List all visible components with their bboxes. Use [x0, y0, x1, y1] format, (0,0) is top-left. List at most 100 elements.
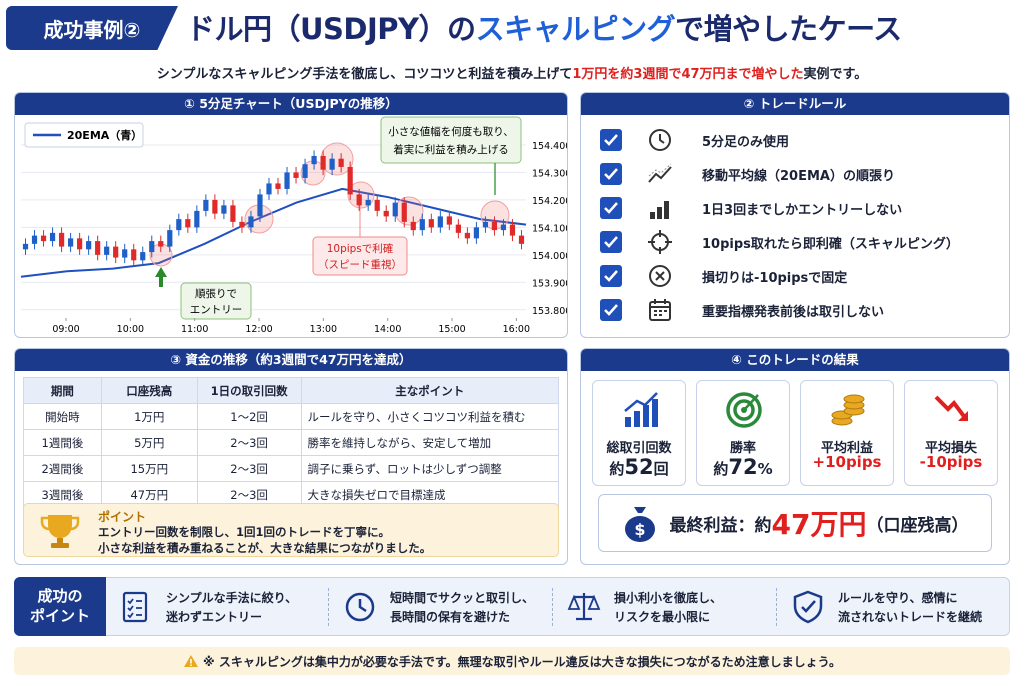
rule-icon: [649, 129, 671, 151]
card-value-post: 回: [653, 460, 669, 478]
divider: [776, 588, 777, 626]
rule-text: 5分足のみ使用: [702, 134, 790, 150]
checkbox: [600, 129, 622, 151]
divider: [328, 588, 329, 626]
point-icon: [567, 593, 601, 621]
candle-body: [221, 205, 227, 214]
column-header: 1日の取引回数: [196, 377, 302, 404]
subtitle-part: 実例です。: [803, 67, 868, 82]
candle-body: [410, 221, 416, 231]
point-line: 損小利小を徹底し、: [614, 591, 723, 605]
candle-body: [455, 224, 461, 233]
candle-body: [509, 224, 516, 236]
warning-icon: [184, 655, 199, 667]
point-title: ポイント: [98, 510, 147, 524]
candle-body: [428, 219, 434, 228]
rule-row: 1日3回までしかエントリーしない: [600, 194, 902, 222]
card-value: 約72%: [697, 455, 789, 479]
footer-note: ※ スキャルピングは集中力が必要な手法です。無理な取引やルール違反は大きな損失に…: [203, 654, 841, 669]
title-part: ドル円（USDJPY）の: [186, 12, 476, 46]
checkbox: [600, 265, 622, 287]
candle-body: [248, 216, 254, 228]
card-icon: [624, 392, 658, 427]
table-row: 開始時 1万円 1〜2回 ルールを守り、小さくコツコツ利益を積む: [23, 403, 559, 430]
candle-body: [347, 166, 353, 195]
card-icon: [831, 394, 865, 426]
x-tick-label: 14:00: [374, 324, 401, 335]
card-value: +10pips: [812, 453, 882, 471]
legend-label: 20EMA（青）: [67, 128, 142, 142]
point-line: 迷わずエントリー: [166, 610, 263, 624]
rule-icon: [649, 265, 671, 287]
candle-body: [275, 183, 281, 189]
column-header: 口座残高: [100, 377, 198, 404]
candle-body: [473, 227, 480, 239]
annotation: エントリー: [190, 304, 243, 316]
result-card: 平均利益 +10pips: [800, 380, 894, 486]
card-value-pre: 約: [609, 460, 625, 478]
candle-body: [419, 219, 425, 231]
table-row: 2週間後 15万円 2〜3回 調子に乗らず、ロットは少しずつ調整: [23, 455, 559, 482]
card-value-num: 52: [624, 455, 654, 479]
candle-body: [374, 199, 380, 211]
candle-body: [401, 202, 407, 222]
point-icon: [793, 590, 823, 624]
x-tick-label: 16:00: [503, 324, 530, 335]
candle-body: [58, 232, 65, 247]
candle-body: [293, 172, 299, 178]
point-line: 小さな利益を積み重ねることが、大きな結果につながりました。: [98, 541, 432, 555]
point-icon: [122, 591, 148, 623]
candle-body: [149, 241, 155, 253]
point-box: ポイント エントリー回数を制限し、1回1回のトレードを丁寧に。 小さな利益を積み…: [23, 503, 559, 557]
candle-body: [464, 232, 470, 239]
x-tick-label: 11:00: [181, 324, 208, 335]
footer: ※ スキャルピングは集中力が必要な手法です。無理な取引やルール違反は大きな損失に…: [14, 647, 1010, 675]
chart-panel: ① 5分足チャート（USDJPYの推移） 20EMA（青） 小さな値幅を何度も取…: [14, 92, 568, 338]
title-part: で増やしたケース: [675, 12, 902, 46]
candle-body: [320, 155, 326, 170]
annotation: （スピード重視）: [318, 258, 402, 271]
table-cell: 1〜2回: [196, 403, 302, 430]
chart: 20EMA（青） 小さな値幅を何度も取り、 着実に利益を積み上げる 10pips…: [20, 116, 567, 335]
table-cell: 1週間後: [23, 429, 102, 456]
rule-text: 重要指標発表前後は取引しない: [702, 304, 885, 320]
column-header: 主なポイント: [300, 377, 559, 404]
y-tick-label: 154.400: [532, 141, 567, 152]
table-row: 1週間後 5万円 2〜3回 勝率を維持しながら、安定して増加: [23, 429, 559, 456]
point-item: 損小利小を徹底し、 リスクを最小限に: [566, 583, 776, 631]
legend-box: [24, 122, 144, 148]
candle-body: [230, 205, 236, 222]
annotation: 10pipsで利確: [327, 242, 394, 255]
point-line: 長時間の保有を避けた: [390, 610, 511, 624]
table-cell: ルールを守り、小さくコツコツ利益を積む: [300, 403, 559, 430]
svg-text:$: $: [634, 520, 645, 539]
y-tick-label: 153.800: [532, 306, 567, 317]
checkbox: [600, 231, 622, 253]
x-tick-label: 12:00: [245, 324, 272, 335]
y-tick-label: 154.300: [532, 168, 567, 179]
point-item: 短時間でサクッと取引し、 長時間の保有を避けた: [342, 583, 552, 631]
y-tick-label: 153.900: [532, 278, 567, 289]
checkbox: [600, 197, 622, 219]
panel-title: ② トレードルール: [581, 93, 1009, 115]
candle-body: [95, 241, 101, 255]
column-header: 期間: [23, 377, 102, 404]
annotation-box: [380, 116, 522, 164]
candle-body: [185, 219, 191, 228]
grid: [21, 144, 526, 311]
rule-text: 10pips取れたら即利確（スキャルピング）: [702, 236, 959, 252]
candle-body: [383, 210, 389, 217]
candle-body: [176, 219, 182, 231]
panel-title: ④ このトレードの結果: [581, 349, 1009, 371]
checkbox: [600, 163, 622, 185]
table-cell: 5万円: [100, 429, 198, 456]
candle-body: [302, 164, 308, 178]
candle-body: [194, 210, 200, 228]
card-icon: [934, 395, 968, 421]
candle-body: [518, 235, 525, 244]
candle-body: [22, 243, 29, 250]
candle-body: [31, 235, 38, 244]
candle-body: [140, 252, 146, 261]
candle-body: [311, 155, 317, 165]
